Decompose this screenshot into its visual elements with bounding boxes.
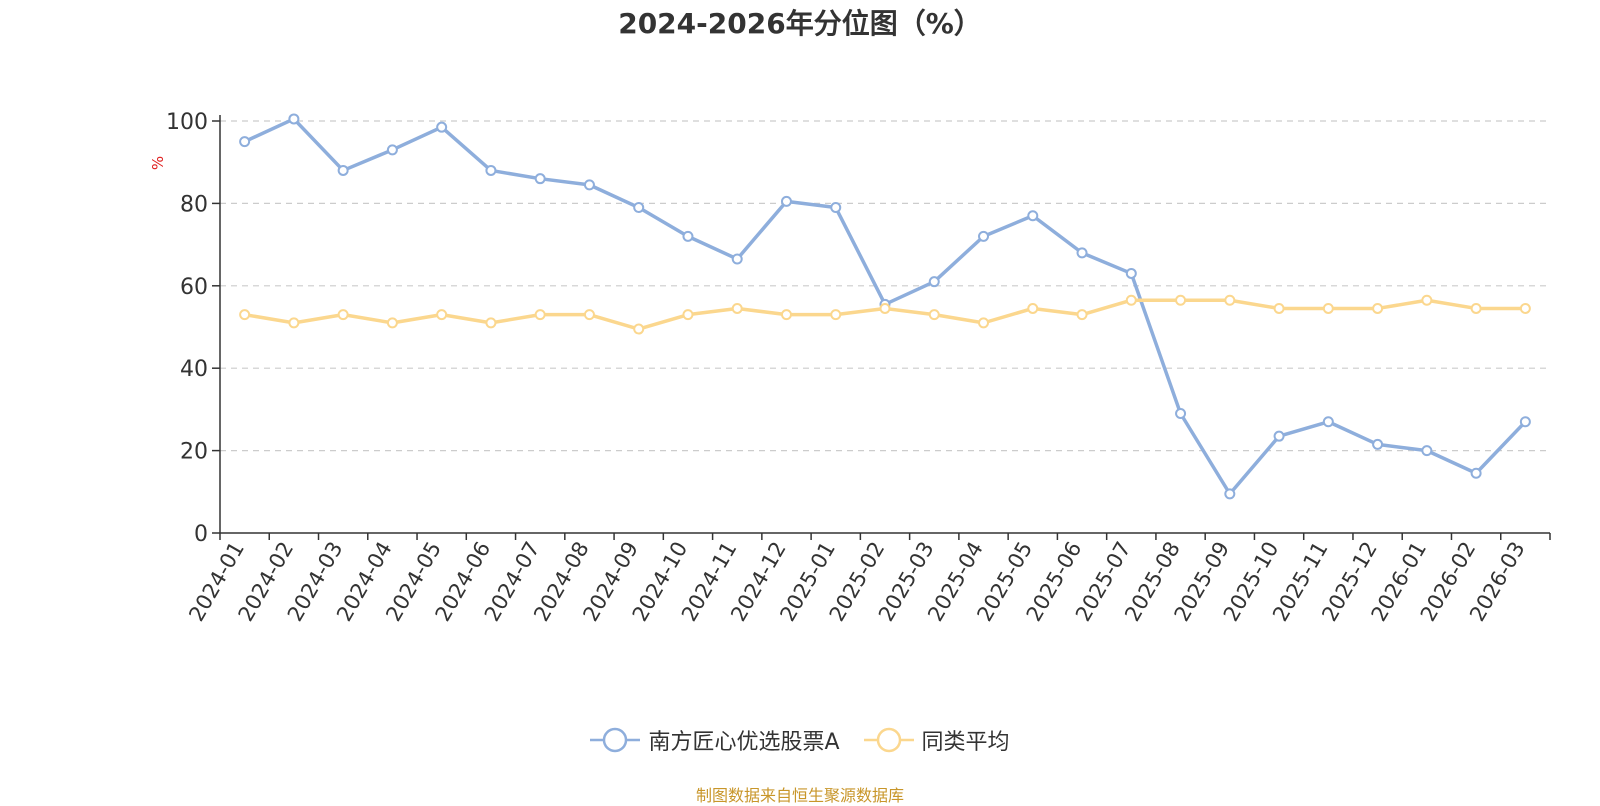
legend: 南方匠心优选股票A 同类平均 <box>0 724 1600 756</box>
data-point <box>288 113 300 125</box>
data-point <box>780 195 792 207</box>
data-point <box>1125 294 1137 306</box>
data-point <box>583 179 595 191</box>
data-point <box>1273 430 1285 442</box>
data-point <box>978 317 990 329</box>
source-note: 制图数据来自恒生聚源数据库 <box>695 786 904 805</box>
y-tick-label: 100 <box>166 110 208 135</box>
data-point <box>1027 210 1039 222</box>
y-tick-label: 20 <box>180 440 208 465</box>
data-point <box>682 309 694 321</box>
legend-label: 南方匠心优选股票A <box>648 730 840 755</box>
grid-lines <box>220 120 1550 452</box>
data-point <box>534 309 546 321</box>
data-point <box>780 309 792 321</box>
data-point <box>682 230 694 242</box>
data-point <box>239 136 251 148</box>
data-point <box>879 302 891 314</box>
data-point <box>583 309 595 321</box>
legend-item[interactable]: 南方匠心优选股票A <box>590 724 840 756</box>
data-point <box>731 302 743 314</box>
data-point <box>1372 438 1384 450</box>
data-point <box>436 121 448 133</box>
data-point <box>1470 302 1482 314</box>
data-point <box>337 309 349 321</box>
data-point <box>978 230 990 242</box>
y-tick-label: 60 <box>180 275 208 300</box>
legend-item[interactable]: 同类平均 <box>863 724 1010 756</box>
chart-title: 2024-2026年分位图（%） <box>618 7 982 40</box>
data-point <box>386 144 398 156</box>
data-point <box>1470 467 1482 479</box>
data-point <box>485 317 497 329</box>
data-point <box>1322 302 1334 314</box>
data-point <box>1273 302 1285 314</box>
data-point <box>1175 408 1187 420</box>
data-point <box>633 323 645 335</box>
data-point <box>337 164 349 176</box>
data-point <box>239 309 251 321</box>
data-point <box>436 309 448 321</box>
data-point <box>1519 302 1531 314</box>
legend-marker-icon <box>863 727 914 753</box>
data-point <box>1224 294 1236 306</box>
data-point <box>534 173 546 185</box>
data-point <box>633 202 645 214</box>
data-point <box>1076 247 1088 259</box>
y-tick-label: 0 <box>194 522 208 547</box>
data-point <box>1175 294 1187 306</box>
data-point <box>830 202 842 214</box>
data-point <box>1076 309 1088 321</box>
data-point <box>1322 416 1334 428</box>
legend-marker-icon <box>590 727 641 753</box>
y-tick-label: 80 <box>180 192 208 217</box>
data-point <box>830 309 842 321</box>
data-point <box>1224 488 1236 500</box>
data-point <box>288 317 300 329</box>
data-point <box>1027 302 1039 314</box>
data-point <box>928 309 940 321</box>
data-point <box>386 317 398 329</box>
data-point <box>485 164 497 176</box>
y-axis-label: % <box>149 156 167 170</box>
data-point <box>731 253 743 265</box>
data-point <box>928 276 940 288</box>
legend-label: 同类平均 <box>921 730 1010 755</box>
data-point <box>1519 416 1531 428</box>
data-point <box>1372 302 1384 314</box>
series-2 <box>239 294 1531 335</box>
data-point <box>1421 294 1433 306</box>
y-tick-label: 40 <box>180 357 208 382</box>
series-lines <box>239 113 1531 500</box>
data-point <box>1421 445 1433 457</box>
data-point <box>1125 267 1137 279</box>
